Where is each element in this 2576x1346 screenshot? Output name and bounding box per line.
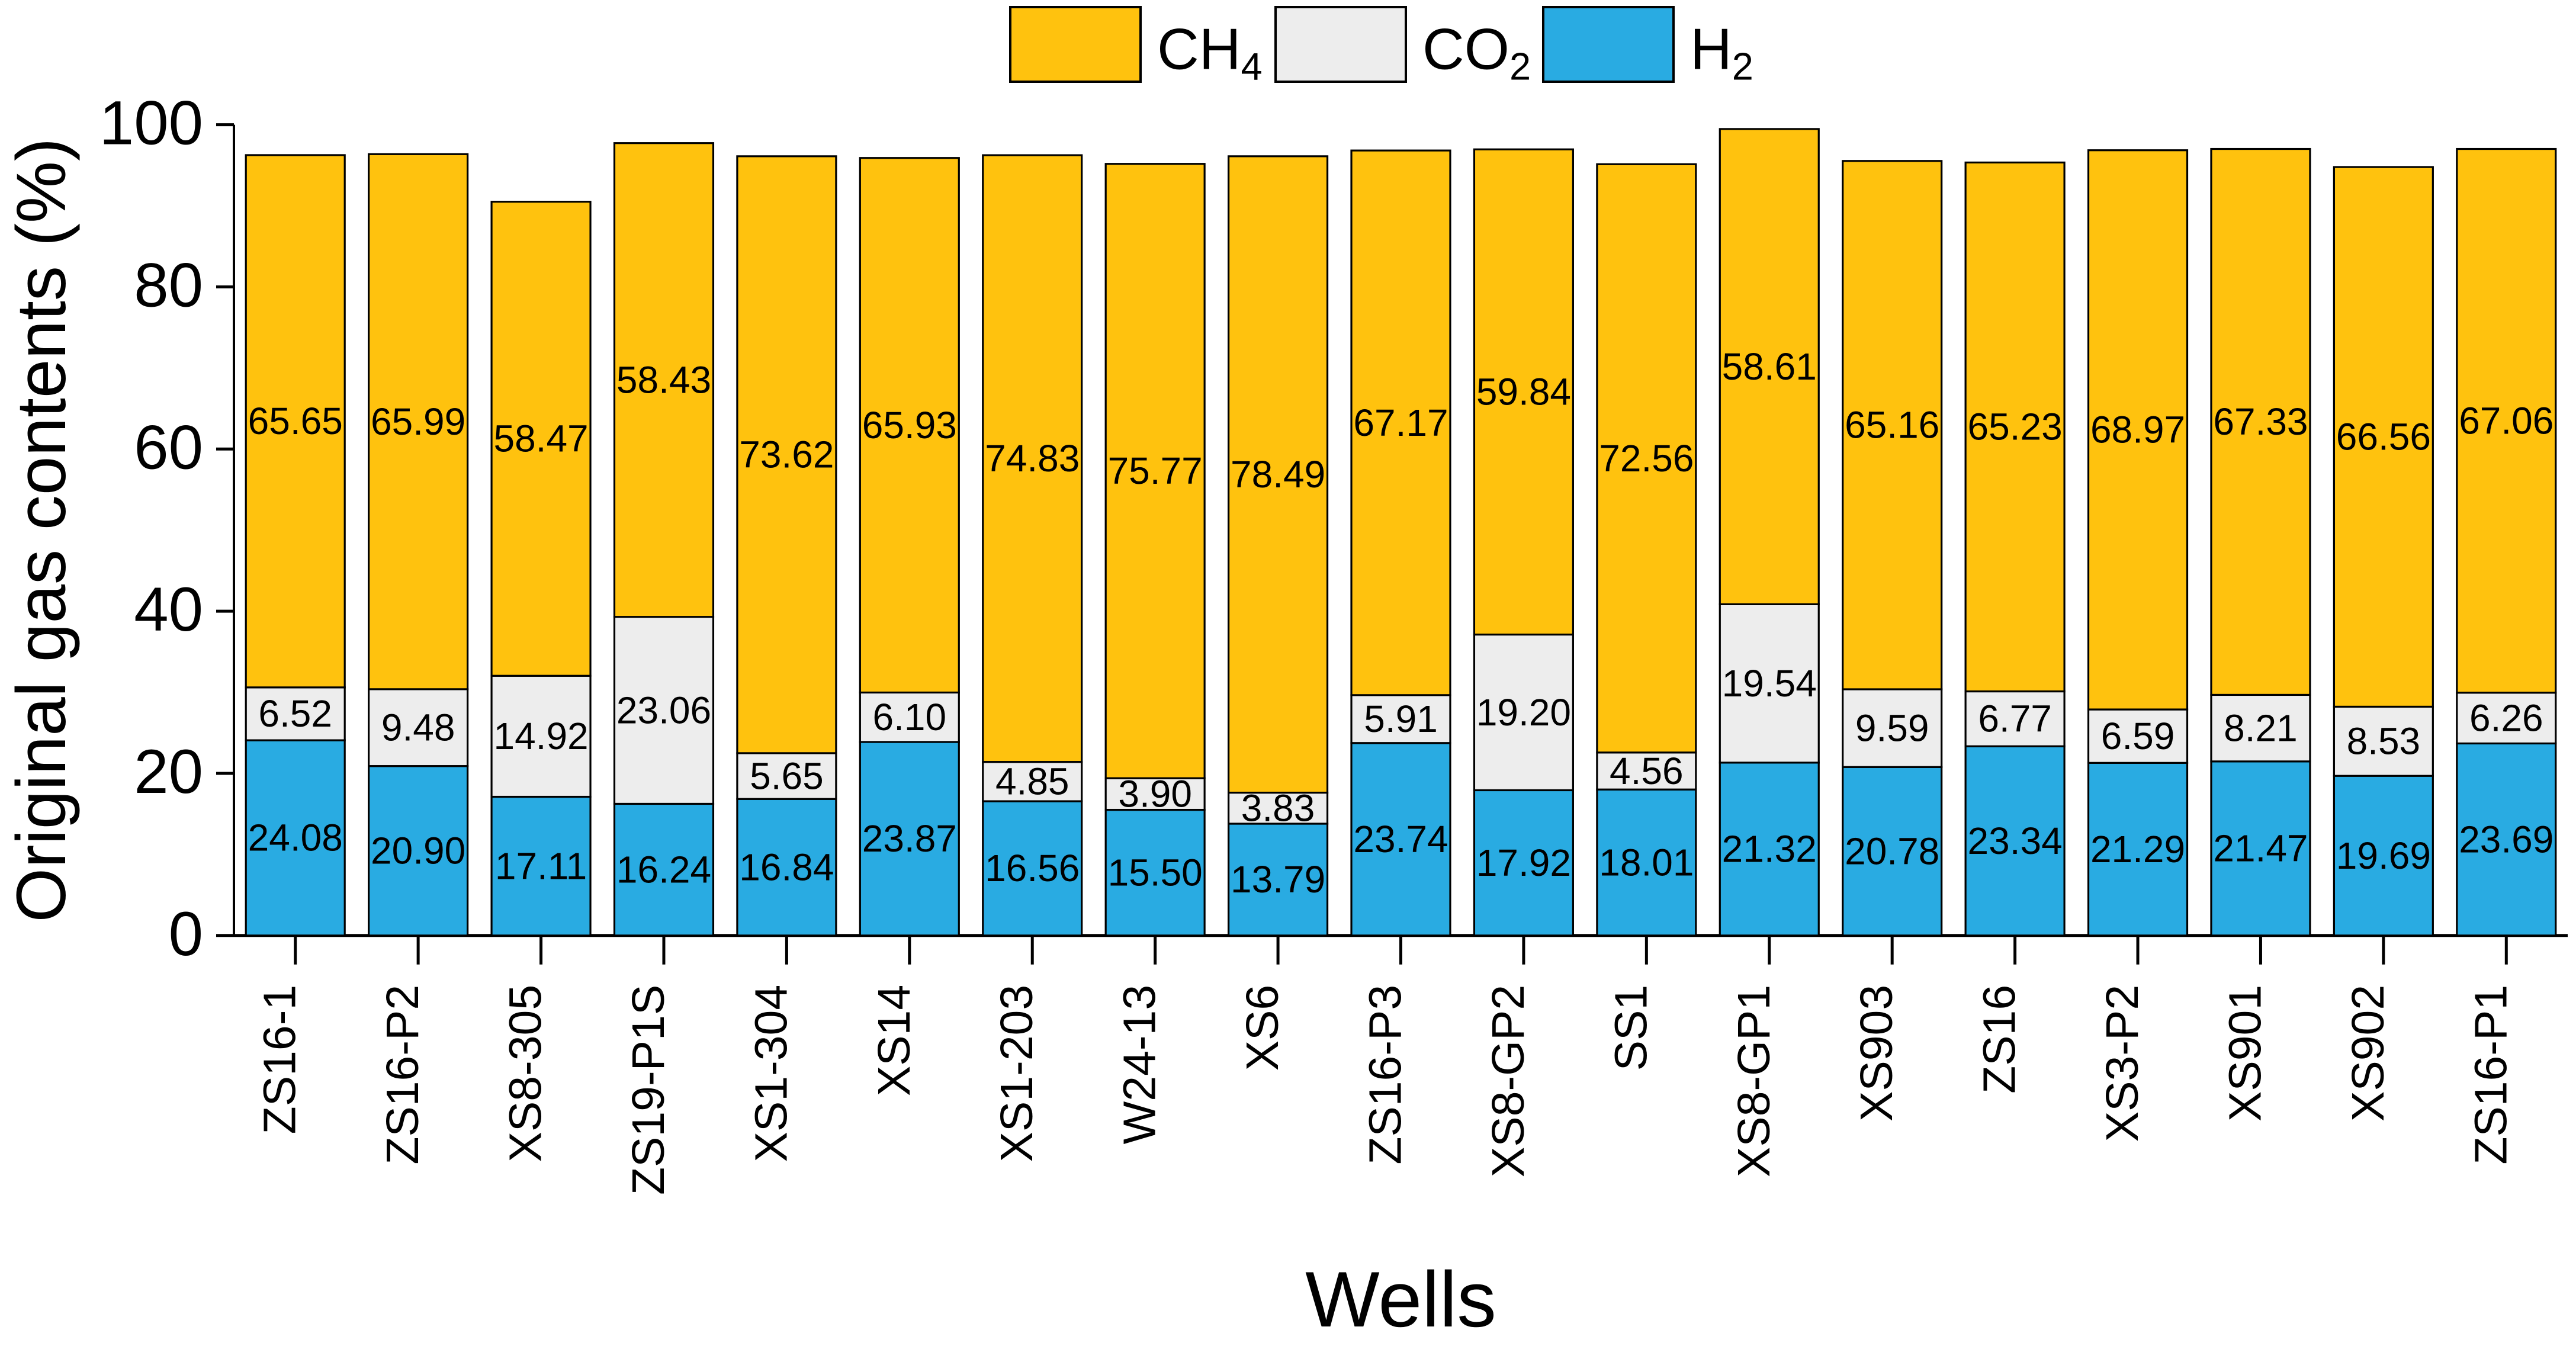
svg-text:80: 80: [134, 250, 203, 320]
svg-text:6.52: 6.52: [258, 692, 332, 735]
svg-text:19.54: 19.54: [1722, 662, 1817, 705]
svg-text:SS1: SS1: [1605, 985, 1656, 1071]
svg-text:ZS16-P3: ZS16-P3: [1360, 985, 1411, 1165]
svg-text:40: 40: [134, 575, 203, 644]
svg-text:3.83: 3.83: [1241, 787, 1315, 830]
svg-text:W24-13: W24-13: [1114, 985, 1165, 1145]
svg-text:XS8-GP2: XS8-GP2: [1483, 985, 1534, 1177]
svg-text:16.24: 16.24: [616, 848, 711, 891]
svg-text:23.34: 23.34: [1968, 820, 2063, 862]
svg-text:58.43: 58.43: [616, 358, 711, 401]
svg-text:9.48: 9.48: [381, 706, 455, 749]
svg-text:ZS16-1: ZS16-1: [255, 985, 306, 1135]
svg-text:17.11: 17.11: [495, 844, 587, 887]
svg-text:ZS16: ZS16: [1974, 985, 2025, 1094]
svg-text:23.87: 23.87: [862, 817, 957, 860]
svg-text:78.49: 78.49: [1231, 453, 1325, 496]
svg-text:XS8-305: XS8-305: [500, 985, 551, 1162]
svg-text:4.56: 4.56: [1610, 750, 1684, 792]
svg-text:58.47: 58.47: [493, 417, 588, 460]
svg-text:21.29: 21.29: [2090, 828, 2185, 870]
svg-text:9.59: 9.59: [1855, 706, 1929, 749]
svg-text:23.74: 23.74: [1353, 818, 1448, 860]
svg-text:15.50: 15.50: [1108, 851, 1203, 894]
svg-text:19.69: 19.69: [2336, 834, 2431, 877]
svg-text:20.90: 20.90: [371, 829, 465, 872]
svg-text:23.69: 23.69: [2459, 818, 2553, 860]
svg-text:ZS19-P1S: ZS19-P1S: [623, 985, 674, 1195]
svg-text:24.08: 24.08: [248, 817, 343, 859]
svg-text:6.59: 6.59: [2101, 715, 2175, 757]
svg-text:21.32: 21.32: [1722, 828, 1817, 870]
svg-text:21.47: 21.47: [2213, 827, 2308, 870]
svg-text:3.90: 3.90: [1118, 773, 1192, 815]
svg-text:73.62: 73.62: [739, 433, 834, 476]
svg-text:XS6: XS6: [1237, 985, 1288, 1071]
svg-text:20.78: 20.78: [1845, 830, 1939, 872]
svg-text:100: 100: [99, 89, 203, 158]
svg-text:67.06: 67.06: [2459, 399, 2553, 442]
svg-text:XS902: XS902: [2343, 985, 2394, 1122]
svg-text:65.23: 65.23: [1968, 406, 2063, 448]
svg-text:66.56: 66.56: [2336, 416, 2431, 458]
svg-text:65.93: 65.93: [862, 404, 957, 446]
svg-text:19.20: 19.20: [1476, 691, 1571, 734]
svg-text:20: 20: [134, 737, 203, 807]
svg-text:XS3-P2: XS3-P2: [2097, 985, 2148, 1142]
svg-text:18.01: 18.01: [1599, 841, 1694, 884]
svg-text:16.84: 16.84: [739, 846, 834, 888]
svg-text:XS1-203: XS1-203: [991, 985, 1042, 1162]
svg-text:8.21: 8.21: [2224, 706, 2298, 749]
svg-text:XS14: XS14: [869, 985, 920, 1096]
svg-text:67.17: 67.17: [1353, 401, 1448, 444]
svg-text:0: 0: [169, 900, 203, 969]
svg-text:58.61: 58.61: [1722, 345, 1817, 388]
svg-text:5.65: 5.65: [750, 754, 824, 797]
svg-text:65.99: 65.99: [371, 400, 465, 443]
svg-text:74.83: 74.83: [985, 437, 1080, 480]
svg-text:75.77: 75.77: [1108, 449, 1203, 492]
svg-text:XS903: XS903: [1851, 985, 1902, 1122]
svg-text:6.10: 6.10: [873, 696, 947, 738]
svg-text:XS8-GP1: XS8-GP1: [1729, 985, 1780, 1177]
svg-text:60: 60: [134, 413, 203, 482]
svg-text:13.79: 13.79: [1231, 858, 1325, 901]
svg-text:4.85: 4.85: [995, 760, 1069, 803]
svg-text:72.56: 72.56: [1599, 437, 1694, 480]
svg-text:65.16: 65.16: [1845, 404, 1939, 446]
svg-text:Original gas contents (%): Original gas contents (%): [2, 138, 81, 923]
svg-text:Wells: Wells: [1305, 1256, 1496, 1343]
svg-text:ZS16-P1: ZS16-P1: [2465, 985, 2516, 1165]
svg-text:ZS16-P2: ZS16-P2: [377, 985, 428, 1165]
svg-text:23.06: 23.06: [616, 689, 711, 731]
svg-text:6.26: 6.26: [2469, 696, 2543, 739]
svg-text:XS1-304: XS1-304: [746, 985, 796, 1162]
svg-text:16.56: 16.56: [985, 847, 1080, 889]
svg-text:59.84: 59.84: [1476, 371, 1571, 413]
svg-text:8.53: 8.53: [2347, 720, 2421, 763]
svg-text:65.65: 65.65: [248, 400, 343, 442]
svg-text:5.91: 5.91: [1364, 698, 1438, 740]
svg-text:XS901: XS901: [2220, 985, 2270, 1122]
svg-text:17.92: 17.92: [1476, 841, 1571, 884]
svg-text:6.77: 6.77: [1978, 698, 2052, 740]
svg-text:14.92: 14.92: [493, 715, 588, 757]
svg-text:68.97: 68.97: [2090, 409, 2185, 451]
svg-text:67.33: 67.33: [2213, 400, 2308, 443]
